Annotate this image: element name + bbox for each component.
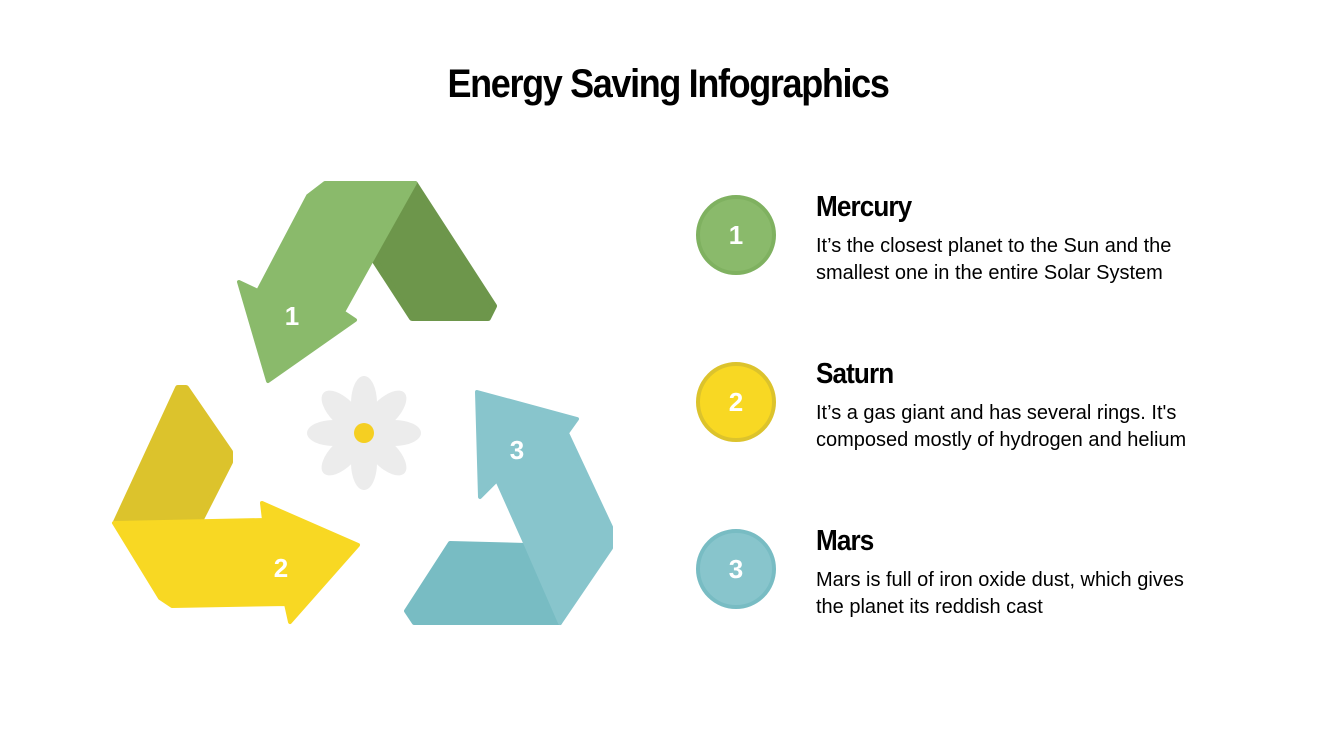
arrow-2-number: 2: [274, 553, 288, 583]
list-item-mars: 3 Mars Mars is full of iron oxide dust, …: [696, 525, 1296, 619]
arrow-1-number: 1: [285, 301, 299, 331]
item-title: Saturn: [816, 358, 894, 390]
item-title: Mercury: [816, 191, 912, 223]
page-title: Energy Saving Infographics: [447, 62, 889, 106]
number-badge: 2: [696, 362, 776, 442]
list-item-saturn: 2 Saturn It’s a gas giant and has severa…: [696, 358, 1296, 452]
recycle-diagram: 1 2 3: [112, 181, 613, 625]
number-badge: 3: [696, 529, 776, 609]
arrow-3: 3: [404, 390, 613, 625]
number-badge: 1: [696, 195, 776, 275]
arrow-3-number: 3: [510, 435, 524, 465]
item-title: Mars: [816, 525, 874, 557]
daisy-flower-icon: [307, 376, 421, 490]
item-description: Mars is full of iron oxide dust, which g…: [816, 569, 1184, 618]
arrow-1: 1: [237, 181, 497, 383]
item-description: It’s a gas giant and has several rings. …: [816, 402, 1187, 451]
arrow-2: 2: [112, 385, 360, 624]
list-item-mercury: 1 Mercury It’s the closest planet to the…: [696, 191, 1296, 285]
item-description: It’s the closest planet to the Sun and t…: [816, 235, 1172, 284]
